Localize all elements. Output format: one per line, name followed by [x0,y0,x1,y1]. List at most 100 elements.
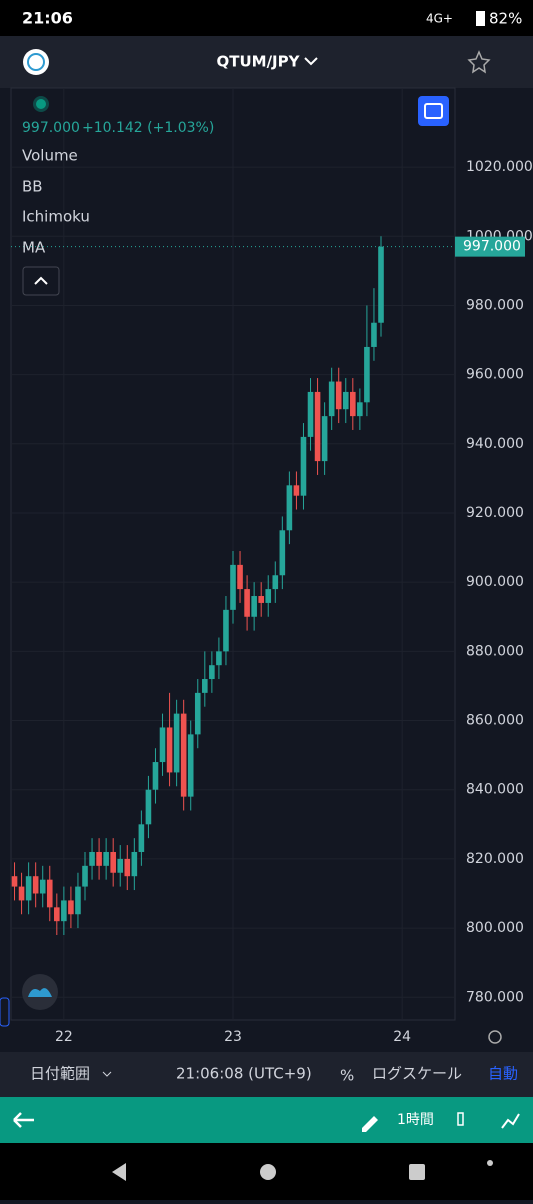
chart-type-button[interactable] [457,1112,464,1126]
y-tick-label: 1020.000 [466,159,533,175]
indicator[interactable]: Volume [22,147,78,165]
symbol[interactable]: QTUM/JPY [216,53,300,71]
indicator[interactable]: MA [22,239,46,257]
candle-body [307,391,314,437]
candle-body [314,391,321,462]
auto-toggle[interactable]: 自動 [488,1065,518,1083]
candle-body [117,858,124,873]
candle-body [321,416,328,462]
candle-body [258,596,264,603]
collapse-icon [34,276,48,285]
fullscreen-icon [424,103,443,119]
date-range-arrow [102,1071,112,1077]
scroll-handle[interactable] [0,997,10,1027]
candle-body [237,564,243,590]
y-tick-label: 840.000 [466,782,524,798]
candle-body [251,596,257,617]
candle-body [103,851,109,866]
nav-home[interactable] [260,1164,276,1180]
favorite-button[interactable] [467,50,491,74]
y-tick-label: 920.000 [466,505,524,521]
draw-button[interactable] [362,1116,378,1132]
candle-body [371,322,377,347]
candle-body [286,485,293,531]
time[interactable]: 21:06:08 (UTC+9) [176,1065,312,1083]
candle-body [138,824,145,852]
candle-body [32,876,39,894]
indicator[interactable]: Ichimoku [22,208,90,226]
battery-icon [476,11,485,26]
bottom-bar [0,1052,533,1097]
clock: 21:06 [22,9,73,28]
header [0,36,533,88]
candle-body [209,665,215,680]
candle-body [216,651,222,666]
candle-body [68,900,74,915]
candle-body [187,734,194,797]
candle-body [131,851,138,877]
y-tick-label: 880.000 [466,643,524,659]
dropdown-icon[interactable] [304,57,318,66]
candle-body [293,485,300,496]
candle-body [61,900,67,922]
candle-body [96,851,102,866]
battery: 82% [489,10,522,28]
y-tick-label: 900.000 [466,574,524,590]
nav-back[interactable] [112,1163,126,1181]
date-range[interactable]: 日付範囲 [30,1065,90,1083]
toolbar [0,1097,533,1143]
percent-toggle[interactable]: % [340,1067,354,1085]
network: 4G+ [426,12,453,26]
candle-body [244,589,250,617]
y-tick-label: 980.000 [466,297,524,313]
candle-body [378,246,384,323]
candle-body [180,713,187,797]
candle-body [152,762,159,790]
candle-body [82,865,88,887]
candle-body [194,692,201,735]
candle-body [145,789,152,825]
candle-body [46,879,53,908]
coin-icon [23,49,49,75]
x-tick-label: 24 [393,1029,411,1045]
y-tick-label: 780.000 [466,989,524,1005]
y-tick-label: 960.000 [466,367,524,383]
indicators-button[interactable] [501,1113,520,1129]
candle-body [272,575,279,590]
logo [28,988,52,997]
candle-body [328,381,335,417]
candle-body [300,436,307,496]
coin-logo [27,53,45,71]
indicator[interactable]: BB [22,178,43,196]
candle-body [173,713,180,773]
collapse-button[interactable] [22,266,60,296]
candle-body [54,907,60,922]
live-dot-core [36,99,46,109]
log-scale-toggle[interactable]: ログスケール [372,1065,462,1083]
candle-body [89,851,95,866]
candle-body [39,879,46,894]
interval-button[interactable]: 1時間 [397,1112,434,1128]
candle-body [75,886,81,915]
y-tick-label: 940.000 [466,436,524,452]
candle-body [350,391,356,417]
candle-body [230,564,236,610]
x-tick-label: 23 [224,1029,242,1045]
y-tick-label: 860.000 [466,713,524,729]
legend-change: +10.142 (+1.03%) [82,120,214,136]
candle-body [124,858,131,877]
last-price-tag [455,236,525,257]
settings-icon[interactable] [488,1030,502,1044]
candle-body [357,402,363,417]
fullscreen-button[interactable] [418,96,449,126]
legend-price: 997.000 [22,120,80,136]
candle-body [110,851,116,873]
candle-body [25,876,32,901]
last-price-label: 997.000 [463,239,521,255]
candle-body [159,727,166,763]
nav-accessibility[interactable] [487,1160,493,1166]
nav-recents[interactable] [409,1164,425,1180]
back-button[interactable] [13,1112,34,1128]
